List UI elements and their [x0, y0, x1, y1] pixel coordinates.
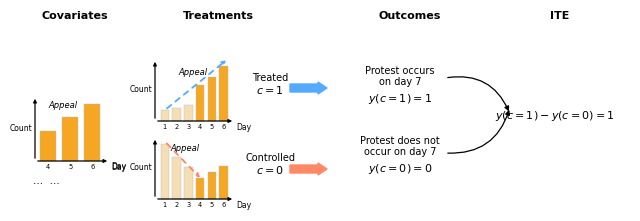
Text: Count: Count: [129, 164, 152, 173]
Bar: [220, 166, 228, 199]
Bar: [161, 110, 169, 121]
Text: 4: 4: [46, 164, 51, 170]
Text: $y(c=0)=0$: $y(c=0)=0$: [368, 162, 432, 176]
Text: 1: 1: [163, 202, 167, 208]
Text: $y(c=1)=1$: $y(c=1)=1$: [368, 92, 432, 106]
Bar: [196, 178, 204, 199]
Text: Treated: Treated: [252, 73, 288, 83]
Text: ...  ...: ... ...: [33, 176, 60, 186]
Text: 5: 5: [68, 164, 72, 170]
Bar: [207, 77, 216, 121]
Text: Count: Count: [9, 124, 32, 133]
Text: Day: Day: [236, 201, 251, 210]
Text: $c = 0$: $c = 0$: [256, 164, 284, 176]
Text: 2: 2: [175, 124, 179, 130]
FancyArrow shape: [290, 82, 327, 94]
Text: Protest does not: Protest does not: [360, 136, 440, 146]
Text: 1: 1: [163, 124, 167, 130]
Text: Day: Day: [236, 123, 251, 132]
Text: Treatments: Treatments: [182, 11, 253, 21]
Bar: [196, 85, 204, 121]
Text: 6: 6: [221, 124, 226, 130]
Bar: [207, 172, 216, 199]
Text: 6: 6: [90, 164, 94, 170]
Text: 3: 3: [186, 202, 190, 208]
Bar: [184, 167, 193, 199]
Text: 3: 3: [186, 124, 190, 130]
FancyArrow shape: [290, 163, 327, 175]
Bar: [40, 131, 56, 161]
Text: Count: Count: [129, 86, 152, 95]
Text: 5: 5: [210, 202, 214, 208]
Text: Outcomes: Outcomes: [379, 11, 441, 21]
Bar: [161, 145, 169, 199]
Text: 4: 4: [198, 124, 202, 130]
Bar: [62, 117, 78, 161]
Text: Day: Day: [111, 162, 126, 171]
Text: 5: 5: [210, 124, 214, 130]
Text: Appeal: Appeal: [179, 68, 207, 77]
Bar: [220, 67, 228, 121]
Bar: [172, 157, 180, 199]
Text: Appeal: Appeal: [170, 144, 200, 153]
Text: Day: Day: [111, 163, 126, 172]
Bar: [184, 105, 193, 121]
Text: $y(c=1)-y(c=0)=1$: $y(c=1)-y(c=0)=1$: [495, 109, 615, 123]
Text: Controlled: Controlled: [245, 153, 295, 163]
Text: ITE: ITE: [550, 11, 570, 21]
Text: 4: 4: [198, 202, 202, 208]
Text: 6: 6: [221, 202, 226, 208]
Text: $c = 1$: $c = 1$: [256, 84, 284, 96]
Text: occur on day 7: occur on day 7: [364, 147, 436, 157]
Text: Covariates: Covariates: [42, 11, 108, 21]
Text: on day 7: on day 7: [379, 77, 421, 87]
Text: Protest occurs: Protest occurs: [365, 66, 435, 76]
Text: 2: 2: [175, 202, 179, 208]
Bar: [172, 108, 180, 121]
Bar: [84, 104, 100, 161]
Text: Appeal: Appeal: [49, 101, 77, 110]
